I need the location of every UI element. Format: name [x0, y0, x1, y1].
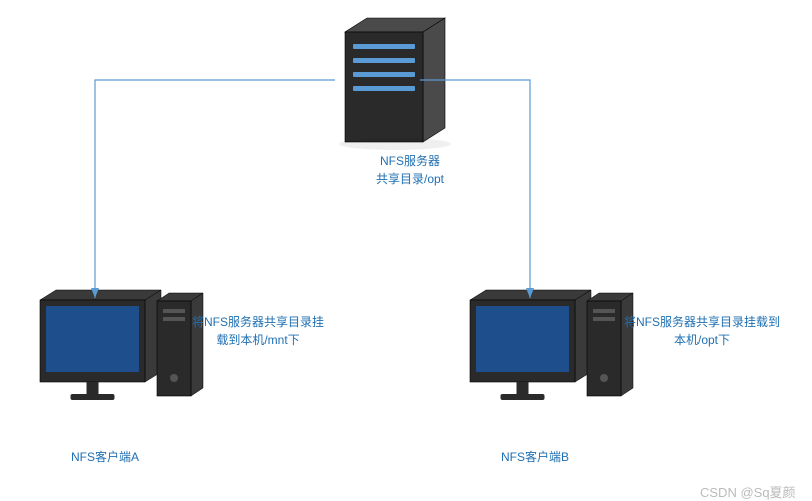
- client-a-text: 将NFS服务器共享目录挂 载到本机/mnt下: [168, 313, 348, 349]
- client-b-label: NFS客户端B: [475, 448, 595, 466]
- client-a-label: NFS客户端A: [45, 448, 165, 466]
- diagram-canvas: [0, 0, 812, 500]
- watermark-text: CSDN @Sq夏颜: [700, 482, 796, 501]
- client-b-text: 将NFS服务器共享目录挂载到 本机/opt下: [602, 313, 802, 349]
- server-label: NFS服务器 共享目录/opt: [340, 152, 480, 188]
